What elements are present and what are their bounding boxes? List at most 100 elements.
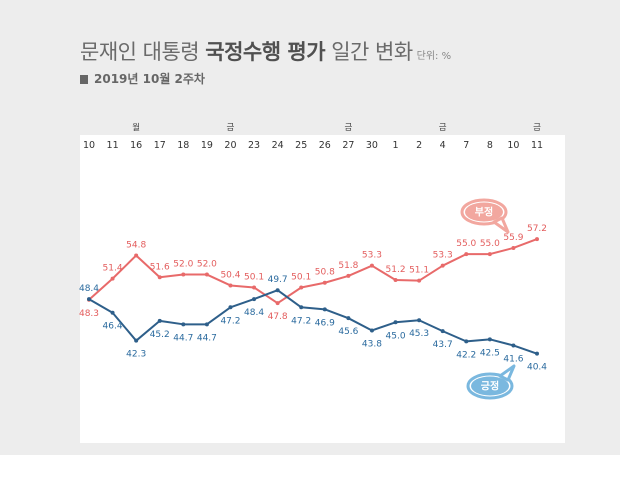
x-tick-label: 11	[107, 140, 119, 151]
weekday-marker: 금	[533, 123, 541, 133]
negative-data-point	[393, 278, 398, 282]
positive-data-label: 44.7	[197, 333, 217, 343]
negative-data-point	[299, 285, 304, 290]
x-tick-label: 10	[507, 140, 519, 151]
x-tick-label: 25	[295, 140, 307, 151]
positive-data-point	[275, 288, 280, 293]
negative-data-point	[322, 280, 327, 285]
negative-data-point	[535, 237, 539, 242]
x-tick-label: 10	[83, 140, 95, 151]
bubble-tail	[498, 364, 516, 382]
negative-data-label: 53.3	[362, 251, 382, 261]
x-axis: 10 11 16 17 18 19 20 23 24 25 26 27 30 1 2 4 7 8 10 11월 금 금 금 금	[83, 122, 543, 151]
positive-data-label: 44.7	[173, 333, 193, 343]
positive-data-point	[417, 318, 422, 323]
bubble-fill	[465, 202, 503, 222]
x-tick-label: 19	[201, 140, 213, 151]
negative-data-label: 51.1	[409, 266, 429, 276]
series-layer	[87, 237, 539, 356]
negative-data-point	[181, 272, 186, 277]
negative-data-label: 55.0	[480, 239, 500, 249]
positive-data-point	[487, 337, 492, 342]
negative-data-point	[464, 252, 469, 257]
positive-data-label: 47.2	[291, 316, 311, 326]
positive-data-point	[87, 297, 91, 302]
negative-data-label: 54.8	[126, 240, 146, 250]
positive-data-point	[157, 318, 162, 323]
negative-data-point	[487, 252, 492, 257]
positive-data-point	[393, 320, 398, 325]
data-label-layer: 48.351.454.851.6 52.0 52.050.4 50.147.850.1…	[79, 224, 547, 373]
negative-data-label: 50.8	[315, 268, 335, 278]
positive-data-label: 45.0	[386, 331, 406, 341]
negative-data-point	[440, 263, 445, 268]
negative-data-point	[275, 301, 280, 306]
positive-data-point	[369, 328, 374, 333]
positive-data-label: 45.2	[150, 330, 170, 340]
positive-data-label: 45.3	[409, 329, 429, 339]
weekday-marker: 금	[439, 123, 447, 133]
positive-data-label: 47.2	[220, 316, 240, 326]
positive-data-label: 41.6	[503, 354, 523, 364]
positive-data-point	[110, 310, 115, 315]
positive-data-label: 42.3	[126, 350, 146, 360]
positive-data-label: 48.4	[79, 284, 99, 294]
negative-data-label: 52.0	[173, 260, 193, 270]
negative-data-label: 51.6	[150, 262, 170, 272]
x-tick-label: 2	[416, 140, 422, 151]
title-part1: 문재인 대통령	[80, 40, 206, 64]
negative-data-label: 51.4	[103, 264, 123, 274]
negative-data-label: 52.0	[197, 260, 217, 270]
positive-data-point	[346, 316, 351, 321]
negative-data-label: 51.2	[386, 265, 406, 275]
positive-data-point	[440, 329, 445, 334]
negative-series-line	[88, 238, 538, 305]
x-tick-label: 18	[177, 140, 189, 151]
negative-data-point	[511, 245, 516, 250]
negative-data-point	[228, 283, 233, 288]
positive-data-point	[322, 307, 327, 312]
positive-data-point	[299, 305, 304, 310]
negative-data-label: 50.4	[220, 270, 240, 280]
negative-data-point	[417, 278, 422, 283]
bubble-tail	[492, 216, 510, 234]
bubble-fill	[471, 376, 509, 396]
square-bullet-icon	[80, 75, 88, 84]
positive-data-label: 43.8	[362, 339, 382, 349]
positive-data-label: 48.4	[244, 308, 264, 318]
weekday-marker: 금	[344, 123, 352, 133]
x-tick-label: 1	[393, 140, 399, 151]
positive-data-label: 49.7	[268, 275, 288, 285]
weekday-marker: 월	[132, 122, 140, 133]
negative-data-label: 50.1	[244, 273, 264, 283]
x-tick-label: 11	[531, 140, 543, 151]
negative-data-label: 51.8	[338, 261, 358, 271]
positive-data-label: 42.5	[480, 348, 500, 358]
positive-data-point	[181, 322, 186, 327]
negative-data-point	[346, 273, 351, 278]
positive-data-label: 43.7	[433, 340, 453, 350]
positive-data-point	[228, 305, 233, 310]
subtitle-text: 2019년 10월 2주차	[94, 72, 205, 86]
legend-bubble-positive: 긍정	[466, 364, 516, 400]
bubble-label: 부정	[475, 206, 493, 219]
x-tick-label: 16	[130, 140, 142, 151]
weekday-marker: 금	[227, 123, 235, 133]
unit-label: 단위: %	[416, 51, 452, 62]
negative-data-point	[157, 275, 162, 280]
negative-data-label: 53.3	[433, 251, 453, 261]
x-tick-label: 17	[154, 140, 166, 151]
x-tick-label: 24	[272, 140, 284, 151]
positive-data-label: 45.6	[338, 327, 358, 337]
positive-data-label: 46.4	[103, 322, 123, 332]
negative-data-point	[252, 285, 257, 290]
negative-data-point	[134, 253, 139, 258]
negative-data-point	[204, 272, 209, 277]
x-tick-label: 30	[366, 140, 378, 151]
x-tick-label: 8	[487, 140, 493, 151]
bubble-label: 긍정	[481, 380, 499, 393]
positive-data-point	[204, 322, 209, 327]
x-tick-label: 20	[224, 140, 236, 151]
